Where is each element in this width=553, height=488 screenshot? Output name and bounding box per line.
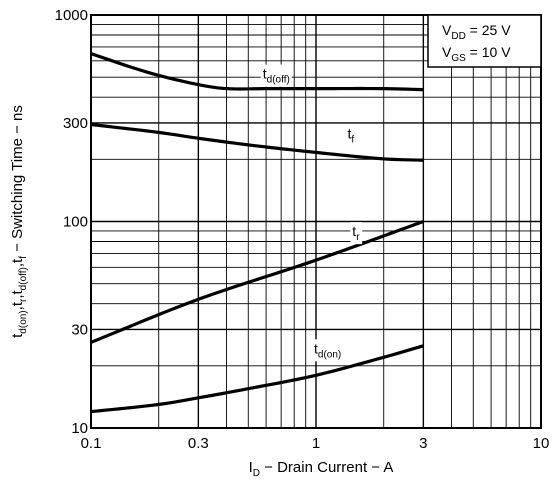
y-tick-label: 300 xyxy=(63,115,88,132)
y-tick-label: 10 xyxy=(71,420,88,437)
series-line-f xyxy=(90,122,424,162)
tick-labels: 0.1 0.3 1 3 10 10 30 100 300 1000 xyxy=(55,7,550,452)
x-tick-label: 10 xyxy=(533,435,550,452)
x-tick-label: 0.3 xyxy=(188,435,209,452)
plot-frame xyxy=(90,14,542,429)
series-label-r: tr xyxy=(352,223,360,243)
x-tick-label: 3 xyxy=(419,435,427,452)
series-label-doff: td(off) xyxy=(263,66,290,86)
y-tick-label: 1000 xyxy=(55,7,88,24)
series-label-background xyxy=(345,124,357,147)
major-grid xyxy=(91,15,541,428)
conditions-box-frame xyxy=(427,14,542,68)
y-tick-label: 30 xyxy=(71,321,88,338)
series-line-don xyxy=(90,344,424,414)
y-axis-title: td(on),tr,td(off),tf − Switching Time − … xyxy=(9,105,29,338)
series-label-background xyxy=(312,339,344,362)
condition-vdd: VDD = 25 V xyxy=(442,22,511,42)
series-label-background xyxy=(350,222,363,245)
series-line-r xyxy=(90,219,424,344)
series-label-f: tf xyxy=(347,125,354,145)
y-tick-label: 100 xyxy=(63,214,88,231)
condition-vgs: VGS = 10 V xyxy=(442,44,511,64)
series-line-doff xyxy=(90,52,424,92)
conditions-box: VDD = 25 V VGS = 10 V xyxy=(427,14,542,68)
x-axis-title: ID − Drain Current − A xyxy=(249,459,394,479)
series-label-don: td(on) xyxy=(314,340,341,360)
curves xyxy=(90,52,424,414)
series-label-background xyxy=(260,64,292,87)
x-tick-label: 1 xyxy=(312,435,320,452)
x-tick-label: 0.1 xyxy=(81,435,102,452)
curve-labels: td(off) tf tr td(on) xyxy=(260,64,363,362)
